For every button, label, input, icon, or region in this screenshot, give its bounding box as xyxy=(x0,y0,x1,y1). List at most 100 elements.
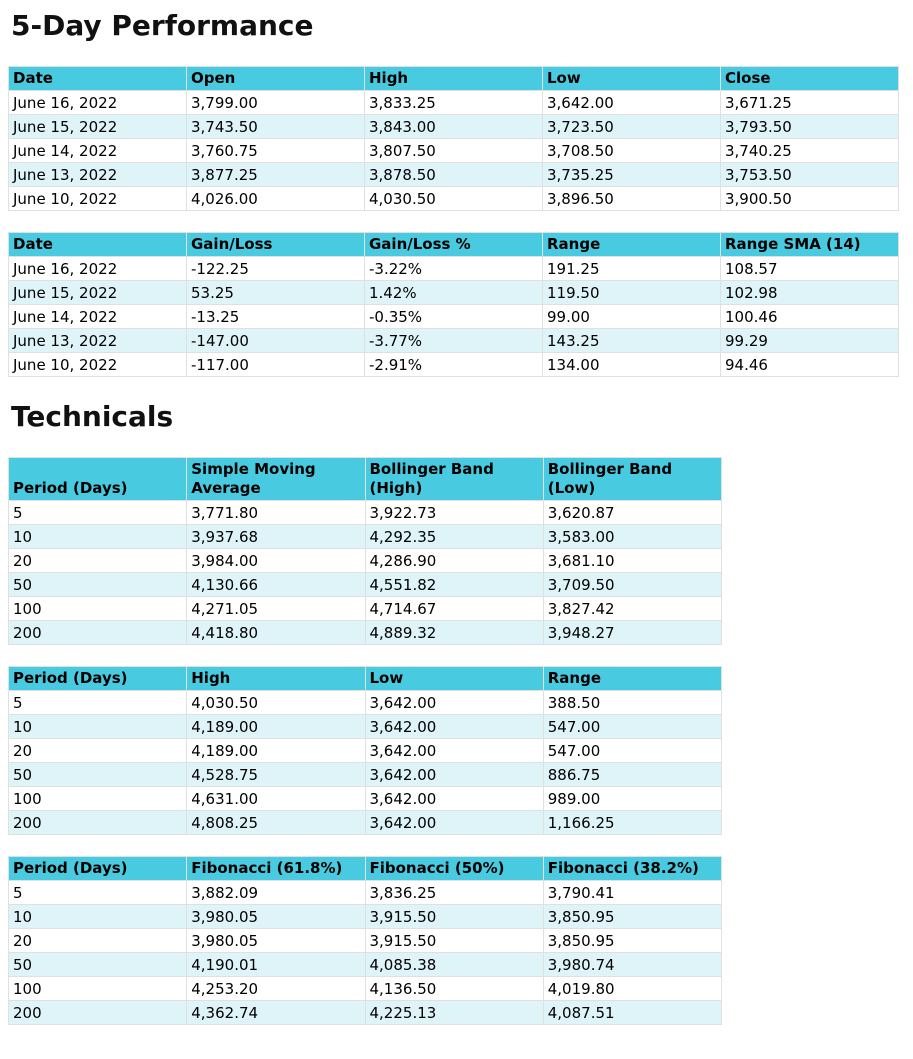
table-cell: 3,735.25 xyxy=(542,162,721,187)
table-cell: 200 xyxy=(7,1000,188,1025)
header-row: Date Open High Low Close xyxy=(8,66,899,91)
table-row: June 16, 2022 -122.25 -3.22% 191.25 108.57 xyxy=(8,256,899,281)
five-day-performance-heading: 5-Day Performance xyxy=(11,9,314,42)
table-cell: 1.42% xyxy=(364,280,543,305)
table-cell: 20 xyxy=(7,928,188,953)
table-row: 20 3,980.05 3,915.50 3,850.95 xyxy=(7,928,723,953)
table-row: June 13, 2022 3,877.25 3,878.50 3,735.25 3,7… xyxy=(8,162,899,187)
table-cell: 3,793.50 xyxy=(720,114,899,139)
table-cell: -3.22% xyxy=(364,256,543,281)
table-cell: 3,743.50 xyxy=(186,114,365,139)
column-header: Bollinger Band (Low) xyxy=(542,457,723,501)
table-row: 20 4,189.00 3,642.00 547.00 xyxy=(7,738,723,763)
table-row: 10 4,189.00 3,642.00 547.00 xyxy=(7,714,723,739)
table-cell: 3,790.41 xyxy=(542,880,723,905)
table-cell: 547.00 xyxy=(542,714,723,739)
table-cell: 20 xyxy=(7,738,188,763)
table-row: 50 4,190.01 4,085.38 3,980.74 xyxy=(7,952,723,977)
table-cell: 3,671.25 xyxy=(720,90,899,115)
table-cell: 4,085.38 xyxy=(364,952,544,977)
table-cell: 3,980.74 xyxy=(542,952,723,977)
column-header: High xyxy=(364,66,543,91)
header-row: Period (Days) Simple Moving Average Bollin… xyxy=(7,457,723,501)
table-cell: 3,753.50 xyxy=(720,162,899,187)
table-cell: 191.25 xyxy=(542,256,721,281)
table-cell: 53.25 xyxy=(186,280,365,305)
table-cell: 3,771.80 xyxy=(186,500,366,525)
table-cell: 3,915.50 xyxy=(364,928,544,953)
table-row: 100 4,631.00 3,642.00 989.00 xyxy=(7,786,723,811)
table-row: 200 4,362.74 4,225.13 4,087.51 xyxy=(7,1000,723,1025)
table-cell: -3.77% xyxy=(364,328,543,353)
table-cell: 5 xyxy=(7,500,188,525)
column-header: Gain/Loss xyxy=(186,232,365,257)
header-row: Period (Days) High Low Range xyxy=(7,666,723,691)
table-cell: 200 xyxy=(7,620,188,645)
table-cell: 4,362.74 xyxy=(186,1000,366,1025)
table-cell: 10 xyxy=(7,524,188,549)
table-cell: 143.25 xyxy=(542,328,721,353)
table-cell: June 15, 2022 xyxy=(8,114,187,139)
table-cell: June 14, 2022 xyxy=(8,138,187,163)
table-cell: 20 xyxy=(7,548,188,573)
table-cell: 4,271.05 xyxy=(186,596,366,621)
table-cell: 3,836.25 xyxy=(364,880,544,905)
table-cell: -0.35% xyxy=(364,304,543,329)
table-cell: 102.98 xyxy=(720,280,899,305)
table-cell: 4,528.75 xyxy=(186,762,366,787)
header-row: Period (Days) Fibonacci (61.8%) Fibonacci … xyxy=(7,856,723,881)
table-cell: 3,980.05 xyxy=(186,928,366,953)
table-cell: 1,166.25 xyxy=(542,810,723,835)
table-cell: 3,583.00 xyxy=(542,524,723,549)
table-row: June 10, 2022 4,026.00 4,030.50 3,896.50 3,9… xyxy=(8,186,899,211)
table-cell: 3,850.95 xyxy=(542,928,723,953)
header-row: Date Gain/Loss Gain/Loss % Range Range SMA (… xyxy=(8,232,899,257)
table-cell: 989.00 xyxy=(542,786,723,811)
table-cell: 3,642.00 xyxy=(364,786,544,811)
table-row: 10 3,937.68 4,292.35 3,583.00 xyxy=(7,524,723,549)
table-cell: 886.75 xyxy=(542,762,723,787)
table-cell: June 10, 2022 xyxy=(8,186,187,211)
table-cell: 3,896.50 xyxy=(542,186,721,211)
technicals-heading: Technicals xyxy=(11,400,174,433)
column-header: Period (Days) xyxy=(7,856,188,881)
table-cell: 3,915.50 xyxy=(364,904,544,929)
table-cell: 3,642.00 xyxy=(364,762,544,787)
table-cell: 3,799.00 xyxy=(186,90,365,115)
table-cell: 3,980.05 xyxy=(186,904,366,929)
table-cell: 3,877.25 xyxy=(186,162,365,187)
table-cell: 4,087.51 xyxy=(542,1000,723,1025)
table-cell: 4,253.20 xyxy=(186,976,366,1001)
table-cell: June 13, 2022 xyxy=(8,162,187,187)
table-row: June 10, 2022 -117.00 -2.91% 134.00 94.46 xyxy=(8,352,899,377)
table-row: 100 4,253.20 4,136.50 4,019.80 xyxy=(7,976,723,1001)
column-header: Range xyxy=(542,232,721,257)
table-cell: 3,642.00 xyxy=(542,90,721,115)
column-header: Gain/Loss % xyxy=(364,232,543,257)
table-row: June 15, 2022 53.25 1.42% 119.50 102.98 xyxy=(8,280,899,305)
column-header: Period (Days) xyxy=(7,457,188,501)
table-cell: 3,681.10 xyxy=(542,548,723,573)
table-cell: 3,807.50 xyxy=(364,138,543,163)
table-cell: 108.57 xyxy=(720,256,899,281)
column-header: Range xyxy=(542,666,723,691)
table-row: June 16, 2022 3,799.00 3,833.25 3,642.00 3,6… xyxy=(8,90,899,115)
table-cell: 4,714.67 xyxy=(364,596,544,621)
table-row: 5 3,882.09 3,836.25 3,790.41 xyxy=(7,880,723,905)
table-cell: 200 xyxy=(7,810,188,835)
table-row: 5 4,030.50 3,642.00 388.50 xyxy=(7,690,723,715)
table-cell: 3,760.75 xyxy=(186,138,365,163)
column-header: Bollinger Band (High) xyxy=(364,457,544,501)
table-cell: 99.29 xyxy=(720,328,899,353)
column-header: Fibonacci (61.8%) xyxy=(186,856,366,881)
table-cell: 99.00 xyxy=(542,304,721,329)
table-cell: 3,850.95 xyxy=(542,904,723,929)
table-cell: 4,190.01 xyxy=(186,952,366,977)
column-header: High xyxy=(186,666,366,691)
table-cell: June 16, 2022 xyxy=(8,256,187,281)
table-cell: 4,418.80 xyxy=(186,620,366,645)
table-row: 10 3,980.05 3,915.50 3,850.95 xyxy=(7,904,723,929)
table-cell: June 15, 2022 xyxy=(8,280,187,305)
gain-loss-table: Date Gain/Loss Gain/Loss % Range Range SMA (… xyxy=(8,232,899,377)
table-row: 200 4,418.80 4,889.32 3,948.27 xyxy=(7,620,723,645)
